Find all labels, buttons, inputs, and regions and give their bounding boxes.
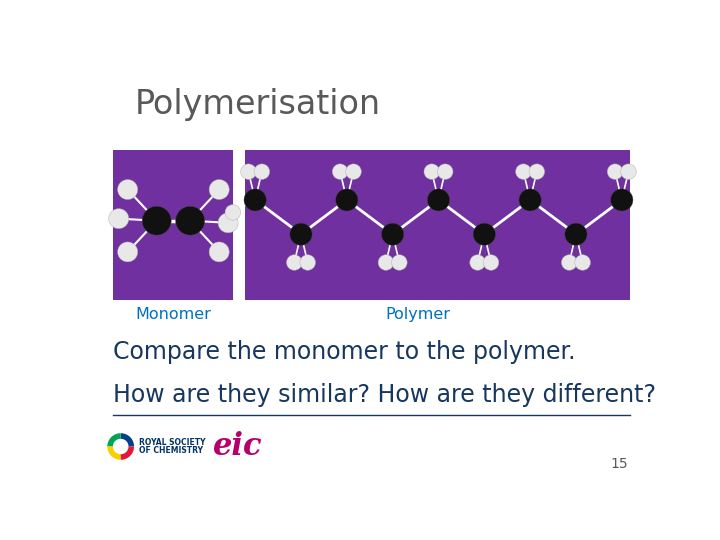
Ellipse shape [473,223,495,245]
Ellipse shape [209,242,229,262]
Ellipse shape [469,255,485,271]
Text: Polymerisation: Polymerisation [135,87,381,120]
Text: How are they similar? How are they different?: How are they similar? How are they diffe… [114,383,657,407]
Ellipse shape [218,213,238,233]
Ellipse shape [516,164,531,179]
Ellipse shape [300,255,315,271]
Ellipse shape [225,205,240,220]
Ellipse shape [336,189,358,211]
Ellipse shape [424,164,440,179]
Ellipse shape [244,189,266,211]
Ellipse shape [333,164,348,179]
Ellipse shape [117,180,138,199]
Ellipse shape [346,164,361,179]
Ellipse shape [621,164,636,179]
Text: Polymer: Polymer [386,307,451,322]
Ellipse shape [529,164,544,179]
Ellipse shape [209,180,229,199]
Ellipse shape [240,164,256,179]
Ellipse shape [378,255,394,271]
Text: eic: eic [213,431,262,462]
Ellipse shape [290,223,312,245]
Ellipse shape [142,206,171,235]
FancyBboxPatch shape [245,150,630,300]
Text: Monomer: Monomer [136,307,212,322]
Ellipse shape [483,255,499,271]
Ellipse shape [562,255,577,271]
Ellipse shape [611,189,633,211]
Ellipse shape [519,189,541,211]
Text: ROYAL SOCIETY: ROYAL SOCIETY [138,438,205,447]
Text: Compare the monomer to the polymer.: Compare the monomer to the polymer. [114,340,576,364]
Ellipse shape [109,208,129,228]
Ellipse shape [437,164,453,179]
Ellipse shape [117,242,138,262]
Text: 15: 15 [611,457,629,471]
Ellipse shape [607,164,623,179]
Ellipse shape [575,255,590,271]
Ellipse shape [176,206,204,235]
Text: OF CHEMISTRY: OF CHEMISTRY [138,446,202,455]
Ellipse shape [382,223,404,245]
Ellipse shape [287,255,302,271]
Ellipse shape [254,164,270,179]
FancyBboxPatch shape [114,150,233,300]
Ellipse shape [427,189,449,211]
Ellipse shape [392,255,407,271]
Ellipse shape [564,223,587,245]
